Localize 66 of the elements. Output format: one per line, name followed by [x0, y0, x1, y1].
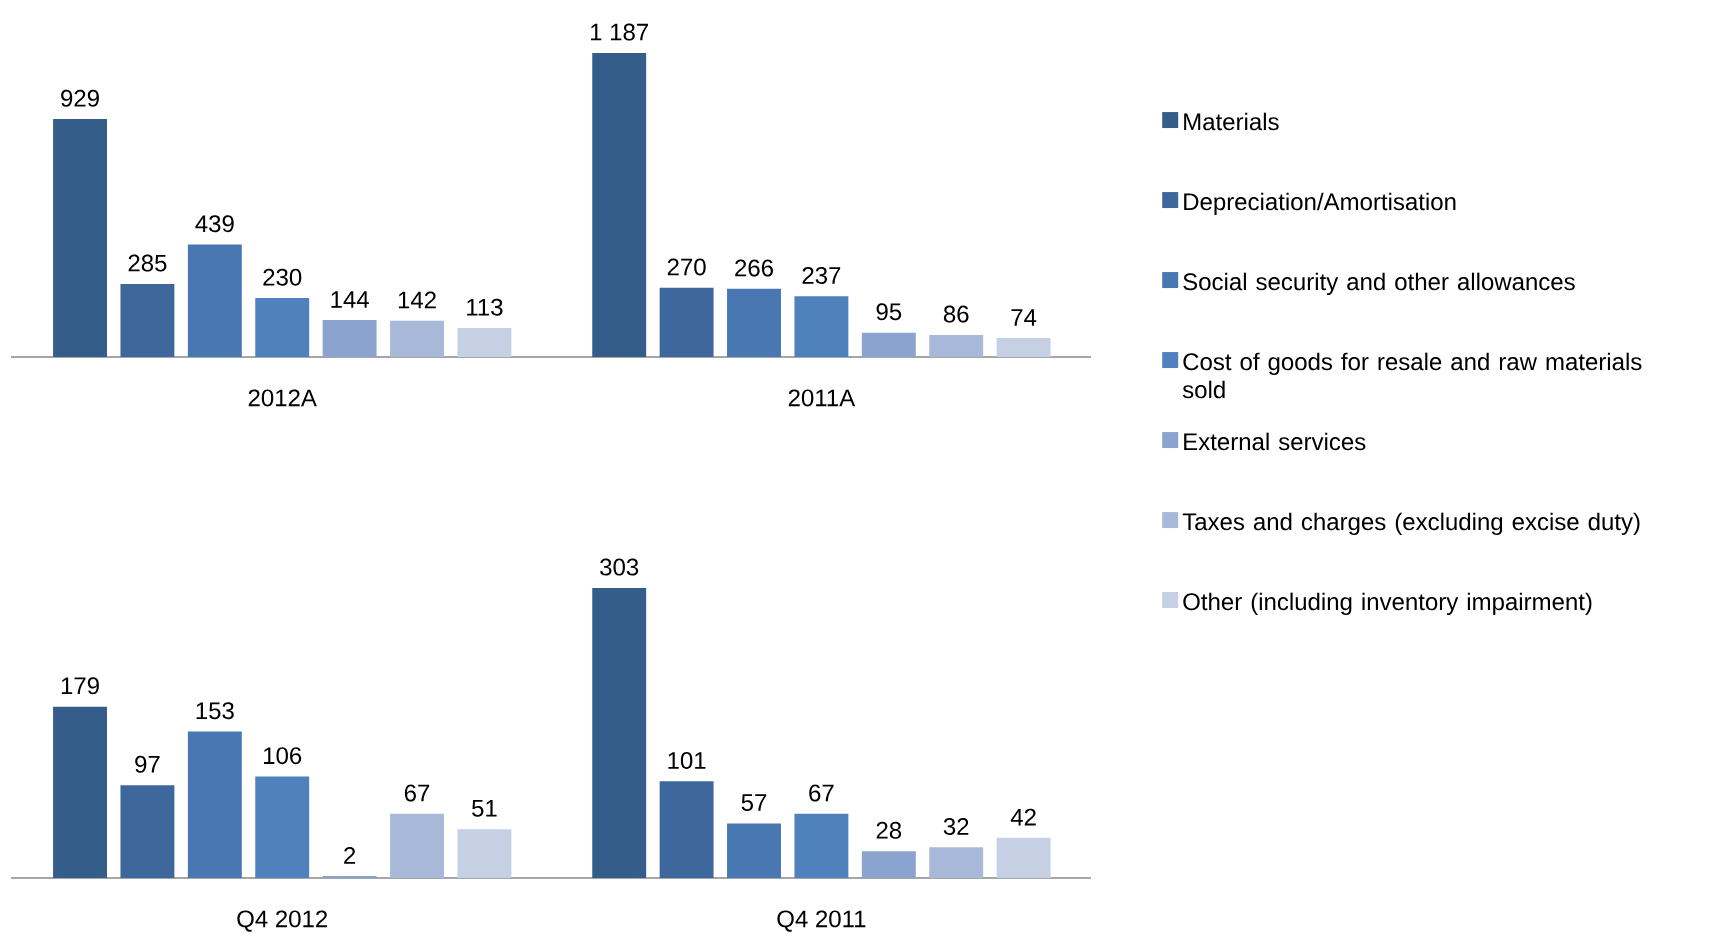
bar	[592, 588, 647, 878]
bar	[861, 851, 916, 878]
data-label: 153	[196, 702, 234, 720]
bar	[592, 53, 647, 357]
data-label: 51	[472, 800, 497, 817]
bar	[390, 813, 444, 878]
data-label: 303	[600, 558, 639, 576]
data-label: 266	[735, 259, 773, 277]
data-label: 86	[943, 305, 969, 323]
data-label: 142	[398, 291, 436, 309]
data-label: 230	[263, 268, 302, 286]
bar	[255, 776, 310, 878]
bar	[53, 119, 107, 357]
bar	[794, 296, 849, 357]
data-label: 929	[61, 89, 99, 107]
data-label: 1 187	[591, 23, 648, 41]
bar	[659, 781, 714, 878]
bar	[187, 244, 242, 357]
legend-label: Cost of goods for resale and raw materials sold	[1182, 352, 1642, 399]
legend-label: Taxes and charges (excluding excise duty)	[1182, 512, 1640, 536]
bar	[996, 837, 1051, 878]
legend-label: Other (including inventory impairment)	[1183, 592, 1592, 616]
bar	[929, 334, 984, 357]
bar	[659, 287, 714, 357]
data-label: 97	[135, 755, 160, 773]
bar	[322, 320, 377, 357]
data-label: 67	[809, 784, 834, 802]
data-label: 113	[467, 298, 503, 316]
legend-label: Depreciation/Amortisation	[1184, 192, 1456, 216]
bar	[794, 813, 849, 878]
data-label: 67	[404, 784, 430, 802]
bar	[996, 338, 1051, 357]
data-label: 285	[128, 254, 167, 272]
bar	[727, 288, 781, 357]
x-tick-label: 2012A	[248, 389, 317, 407]
bar	[457, 328, 512, 357]
x-tick-label: Q4 2012	[237, 910, 328, 932]
bar	[390, 320, 444, 357]
data-label: 179	[61, 677, 99, 695]
legend-label: External services	[1184, 432, 1366, 451]
bar	[457, 829, 512, 878]
data-label: 101	[668, 751, 706, 769]
x-tick-label: Q4 2011	[777, 910, 866, 932]
data-label: 2	[344, 846, 356, 864]
x-tick-label: 2011A	[788, 389, 856, 407]
data-label: 270	[667, 258, 706, 276]
bar	[861, 332, 916, 357]
bar	[120, 284, 175, 357]
data-label: 32	[943, 817, 969, 835]
bar	[53, 706, 107, 878]
legend-label: Materials	[1184, 112, 1279, 131]
bar	[120, 785, 175, 878]
data-label: 237	[802, 266, 841, 284]
data-label: 42	[1010, 808, 1036, 826]
bar	[187, 731, 242, 878]
data-label: 57	[741, 794, 767, 812]
data-label: 439	[195, 215, 234, 233]
data-label: 95	[876, 303, 902, 321]
data-label: 106	[264, 747, 302, 765]
data-label: 28	[876, 821, 902, 839]
data-label: 74	[1011, 309, 1037, 326]
bar	[255, 298, 310, 357]
legend-label: Social security and other allowances	[1183, 272, 1575, 296]
bar	[929, 847, 984, 878]
data-label: 144	[331, 291, 369, 308]
bar	[727, 823, 781, 878]
